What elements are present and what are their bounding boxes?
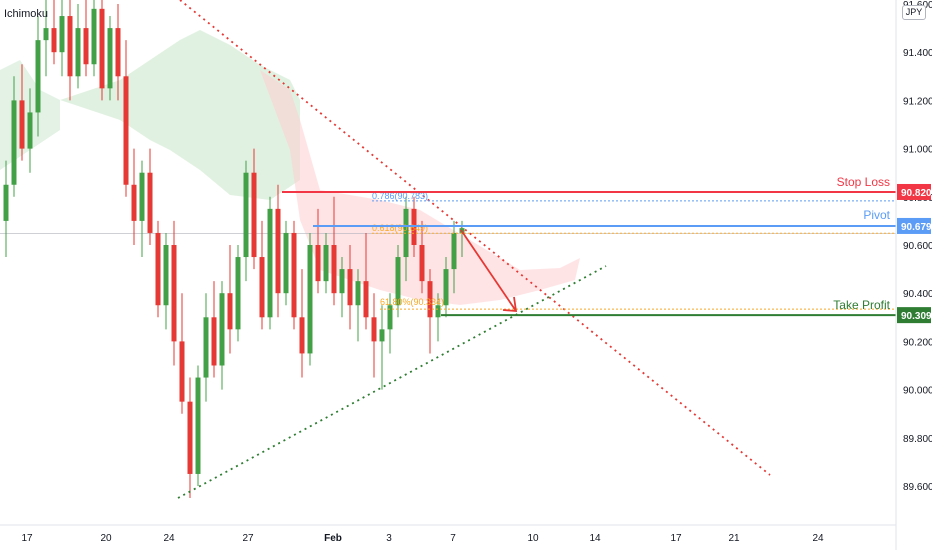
candle-body [27, 112, 33, 149]
candle-body [139, 172, 145, 221]
candle-body [219, 293, 225, 366]
candle-body [203, 317, 209, 378]
candle-body [451, 232, 457, 270]
candle-body [371, 317, 377, 342]
candle-body [339, 269, 345, 294]
candle-body [427, 281, 433, 318]
candle-body [171, 245, 177, 342]
candle-body [307, 245, 313, 354]
candle-body [275, 208, 281, 294]
candle-body [123, 76, 129, 185]
candle-body [291, 232, 297, 318]
descending-trendline [179, 0, 771, 476]
candle-body [379, 329, 385, 342]
time-tick: 3 [386, 533, 392, 544]
ichimoku-cloud-green [60, 30, 300, 200]
time-tick: 7 [450, 533, 456, 544]
fib-786-label: 0.786(90.783) [372, 191, 428, 201]
candle-body [267, 208, 273, 318]
candle-body [251, 172, 257, 258]
candle-body [435, 305, 441, 318]
candle-body [51, 28, 57, 53]
projection-arrow [460, 229, 517, 312]
stop-loss-price-badge [897, 183, 931, 200]
time-tick: 27 [242, 533, 254, 544]
candle-body [227, 293, 233, 330]
candle-body [147, 172, 153, 233]
take-profit-label: Take Profit [833, 298, 890, 312]
time-tick: 20 [100, 533, 112, 544]
pivot-price-badge [897, 217, 931, 234]
candle-body [419, 245, 425, 282]
candle-body [315, 245, 321, 282]
fib-618b-label: 61.80%(90.334) [380, 297, 444, 307]
time-tick: 24 [163, 533, 175, 544]
price-tick: 89.800 [903, 434, 932, 445]
candle-body [75, 28, 81, 77]
price-tick: 90.000 [903, 386, 932, 397]
take-profit-price-text: 90.309 [901, 311, 932, 322]
price-tick: 91.200 [903, 96, 932, 107]
stop-loss-label: Stop Loss [837, 175, 890, 189]
candle-body [299, 317, 305, 354]
price-tick: 90.200 [903, 337, 932, 348]
time-tick: 17 [670, 533, 682, 544]
candle-body [67, 16, 73, 77]
price-tick: 91.000 [903, 145, 932, 156]
ichimoku-cloud-red [260, 70, 580, 305]
candle-body [259, 257, 265, 318]
price-tick: 90.600 [903, 241, 932, 252]
candle-body [163, 245, 169, 306]
projection-arrowhead [502, 296, 518, 312]
candle-body [179, 341, 185, 402]
candle-body [283, 232, 289, 294]
candle-body [59, 16, 65, 53]
time-tick: 10 [527, 533, 539, 544]
candle-body [11, 100, 17, 185]
stop-loss-price-text: 90.820 [901, 188, 932, 199]
candle-body [115, 28, 121, 77]
candle-body [387, 305, 393, 330]
candle-body [355, 281, 361, 306]
candle-body [443, 269, 449, 306]
candle-body [131, 184, 137, 221]
candle-body [243, 172, 249, 258]
candle-body [187, 401, 193, 474]
price-tick: 89.600 [903, 482, 932, 493]
pivot-label: Pivot [863, 208, 890, 222]
indicator-label[interactable]: Ichimoku [4, 8, 49, 20]
candle-body [99, 8, 105, 89]
time-tick: 24 [812, 533, 824, 544]
time-tick: 17 [21, 533, 33, 544]
candle-body [363, 281, 369, 318]
candle-body [3, 184, 9, 221]
candle-body [107, 28, 113, 89]
candle-body [331, 245, 337, 294]
candle-body [155, 232, 161, 306]
time-tick: 14 [589, 533, 601, 544]
candle-body [43, 28, 49, 41]
candle-body [19, 100, 25, 149]
candle-body [347, 269, 353, 306]
candle-body [83, 28, 89, 65]
take-profit-price-badge [897, 307, 931, 324]
candle-body [323, 245, 329, 282]
time-tick: 21 [728, 533, 740, 544]
fib-618-label: 0.618(90.649) [372, 223, 428, 233]
candle-body [211, 317, 217, 366]
currency-badge[interactable]: JPY [902, 5, 926, 20]
candle-body [395, 257, 401, 306]
candle-body [91, 8, 97, 65]
candle-body [235, 257, 241, 330]
price-tick: 91.400 [903, 48, 932, 59]
price-tick: 90.400 [903, 289, 932, 300]
candle-body [195, 377, 201, 474]
candle-body [35, 40, 41, 113]
pivot-price-text: 90.679 [901, 222, 932, 233]
time-tick: Feb [324, 533, 342, 544]
